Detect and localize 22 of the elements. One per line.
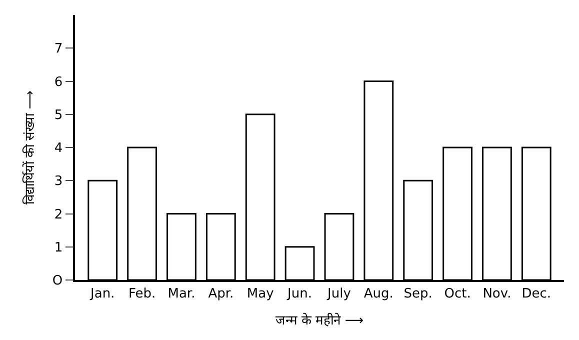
x-tick-label: May xyxy=(246,286,274,302)
y-tick-label: O xyxy=(52,274,63,289)
x-tick-label: Mar. xyxy=(168,286,196,302)
x-tick-label: Aug. xyxy=(364,286,394,302)
y-tick-label: 3 xyxy=(54,174,63,190)
y-tick-label: 4 xyxy=(54,141,63,156)
y-tick-label: 2 xyxy=(54,207,63,222)
x-tick-label: Nov. xyxy=(482,286,512,302)
y-tick-label: 1 xyxy=(54,240,63,256)
y-tick-label: 5 xyxy=(54,108,63,123)
x-tick-label: Oct. xyxy=(444,286,471,302)
x-tick-label: Feb. xyxy=(128,286,156,302)
x-axis-title: जन्म के महीने ⟶ xyxy=(275,312,364,328)
x-tick-label: Jan. xyxy=(90,286,115,302)
x-tick-label: July xyxy=(326,286,352,302)
x-tick-label: Sep. xyxy=(404,286,432,302)
x-tick-label: Apr. xyxy=(208,286,234,302)
y-axis-title: विद्यार्थियों की संख्या ⟶ xyxy=(22,90,38,205)
y-tick-label: 6 xyxy=(54,74,63,90)
x-tick-label: Dec. xyxy=(522,286,552,302)
y-tick-label: 7 xyxy=(54,42,63,57)
x-tick-label: Jun. xyxy=(286,286,312,302)
